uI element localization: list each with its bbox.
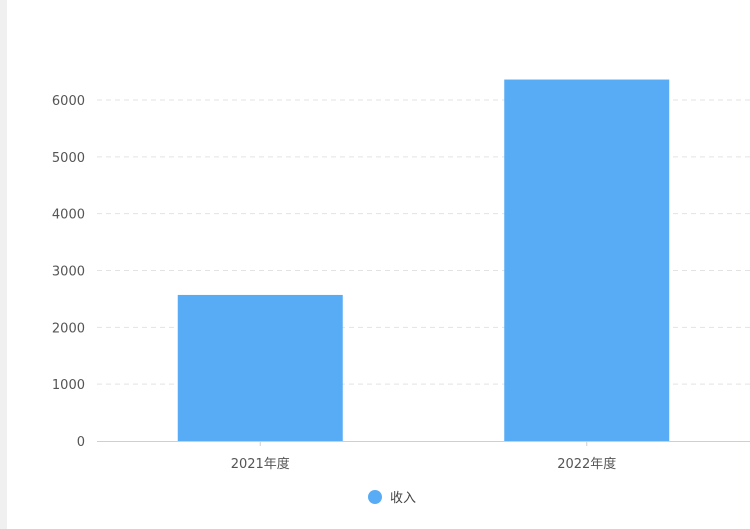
y-tick-label: 5000 bbox=[52, 151, 85, 166]
bar[interactable] bbox=[177, 294, 343, 441]
y-tick-label: 1000 bbox=[52, 378, 85, 393]
x-axis-ticks: 2021年度 2022年度 bbox=[231, 456, 617, 472]
y-axis-ticks: 0 1000 2000 3000 4000 5000 6000 bbox=[52, 94, 85, 450]
x-tick-label: 2021年度 bbox=[231, 456, 290, 472]
y-tick-label: 4000 bbox=[52, 208, 85, 223]
bar[interactable] bbox=[504, 79, 670, 441]
x-axis bbox=[97, 441, 750, 446]
y-tick-label: 6000 bbox=[52, 94, 85, 109]
left-edge-strip bbox=[0, 0, 7, 529]
legend[interactable]: 收入 bbox=[368, 490, 416, 506]
legend-marker-icon bbox=[368, 490, 382, 504]
y-tick-label: 2000 bbox=[52, 321, 85, 336]
y-tick-label: 3000 bbox=[52, 265, 85, 280]
bars bbox=[177, 79, 670, 441]
legend-item[interactable]: 收入 bbox=[368, 490, 416, 506]
y-tick-label: 0 bbox=[77, 435, 85, 450]
x-tick-label: 2022年度 bbox=[557, 456, 616, 472]
legend-label: 收入 bbox=[390, 491, 416, 506]
